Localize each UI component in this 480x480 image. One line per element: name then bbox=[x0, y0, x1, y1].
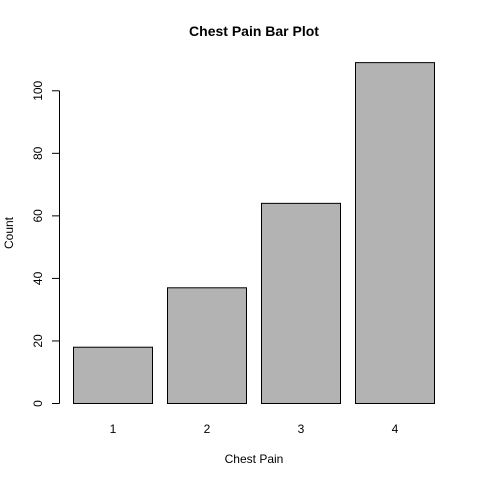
x-tick-label-2: 2 bbox=[204, 422, 211, 436]
bar-2 bbox=[167, 287, 247, 405]
bar-4 bbox=[355, 62, 435, 405]
chart-title: Chest Pain Bar Plot bbox=[189, 23, 319, 39]
x-axis-label: Chest Pain bbox=[225, 452, 284, 466]
x-tick-labels: 1 2 3 4 bbox=[110, 422, 399, 436]
y-tick-label-0: 0 bbox=[31, 400, 45, 407]
y-axis: 0 20 40 60 80 100 bbox=[31, 80, 60, 407]
x-tick-label-3: 3 bbox=[298, 422, 305, 436]
bar-3 bbox=[261, 202, 341, 404]
y-axis-label: Count bbox=[2, 216, 16, 249]
y-tick-label-80: 80 bbox=[31, 146, 45, 160]
y-tick-label-40: 40 bbox=[31, 271, 45, 285]
x-tick-label-1: 1 bbox=[110, 422, 117, 436]
bar-1 bbox=[73, 346, 153, 404]
x-tick-label-4: 4 bbox=[392, 422, 399, 436]
y-tick-label-20: 20 bbox=[31, 334, 45, 348]
bars-group bbox=[73, 62, 435, 405]
y-tick-label-60: 60 bbox=[31, 209, 45, 223]
y-tick-label-100: 100 bbox=[31, 80, 45, 100]
